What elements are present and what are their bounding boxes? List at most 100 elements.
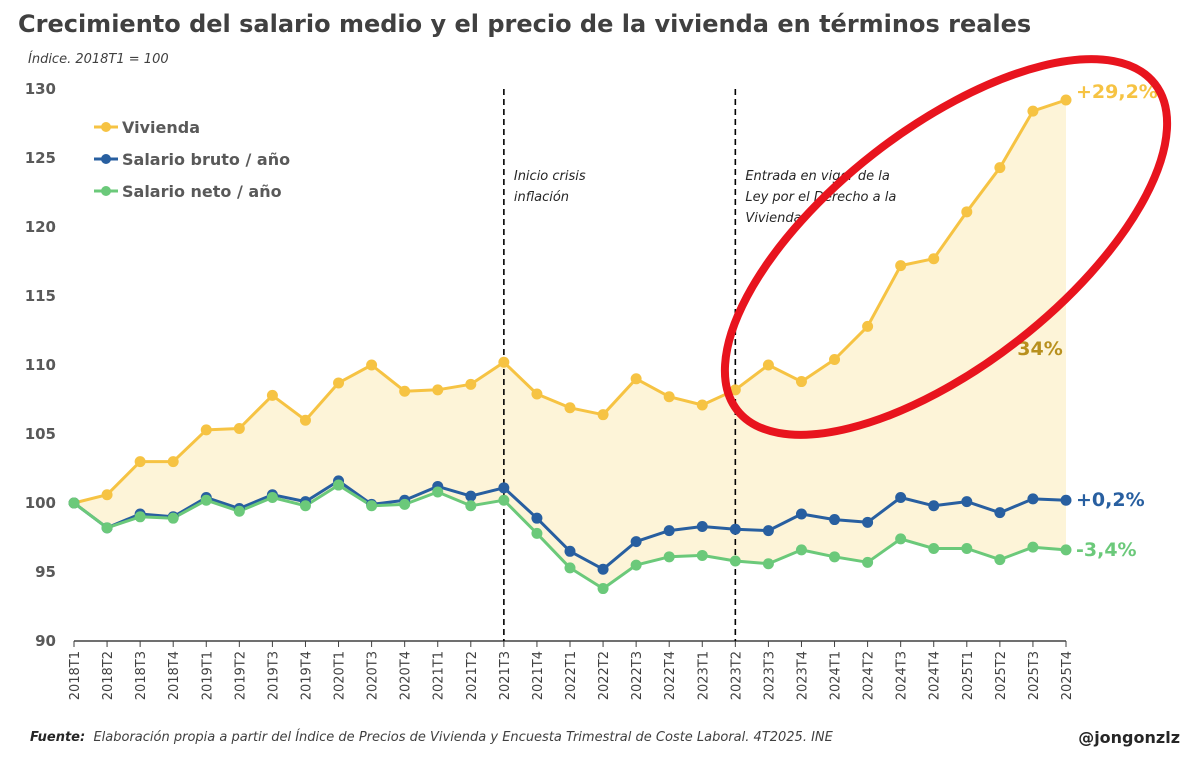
data-point [729, 555, 741, 567]
x-tick-label: 2025T1 [961, 651, 976, 700]
x-tick-label: 2025T3 [1027, 651, 1042, 700]
legend-label: Salario neto / año [122, 182, 282, 201]
x-tick-label: 2023T1 [696, 651, 711, 700]
x-tick-label: 2021T3 [498, 651, 513, 700]
data-point [233, 505, 245, 517]
y-tick-label: 110 [25, 356, 56, 374]
data-point [465, 378, 477, 390]
y-tick-label: 105 [25, 425, 56, 443]
data-point [630, 536, 642, 548]
data-point [696, 520, 708, 532]
data-point [101, 522, 113, 534]
data-point [498, 482, 510, 494]
gap-area [74, 100, 1066, 589]
event-annotation: Entrada en vigor de la [745, 169, 890, 184]
data-point [233, 422, 245, 434]
highlight-ellipse [720, 55, 1172, 439]
data-point [333, 377, 345, 389]
series-end-label: -3,4% [1076, 539, 1137, 561]
data-point [531, 512, 543, 524]
x-tick-label: 2022T2 [597, 651, 612, 700]
x-tick-label: 2024T4 [928, 651, 943, 700]
data-point [829, 551, 841, 563]
source-note: Fuente: Elaboración propia a partir del … [30, 730, 833, 745]
data-point [895, 260, 907, 272]
legend-label: Vivienda [122, 118, 200, 137]
x-tick-label: 2021T1 [432, 651, 447, 700]
data-point [961, 543, 973, 555]
data-point [1027, 493, 1039, 505]
author-handle: @jongonzlz [1078, 728, 1180, 747]
series-end-label: +29,2% [1076, 81, 1158, 103]
data-point [134, 456, 146, 468]
legend-marker [101, 154, 111, 164]
data-point [729, 384, 741, 396]
data-point [961, 206, 973, 218]
data-point [729, 523, 741, 535]
data-point [829, 514, 841, 526]
data-point [498, 494, 510, 506]
data-point [994, 507, 1006, 519]
x-tick-label: 2022T1 [564, 651, 579, 700]
data-point [597, 563, 609, 575]
x-tick-label: 2023T4 [795, 651, 810, 700]
event-annotation: Inicio crisis [514, 169, 586, 184]
data-point [663, 551, 675, 563]
data-point [167, 456, 179, 468]
data-point [862, 556, 874, 568]
data-point [696, 399, 708, 411]
y-tick-label: 95 [35, 563, 56, 581]
x-tick-label: 2020T3 [366, 651, 381, 700]
data-point [299, 500, 311, 512]
data-point [200, 494, 212, 506]
y-tick-label: 120 [25, 218, 56, 236]
data-point [928, 253, 940, 265]
x-tick-label: 2022T3 [630, 651, 645, 700]
data-point [597, 583, 609, 595]
x-tick-label: 2024T2 [862, 651, 877, 700]
chart-subtitle: Índice. 2018T1 = 100 [28, 52, 169, 67]
x-tick-label: 2025T2 [994, 651, 1009, 700]
data-point [630, 559, 642, 571]
data-point [1060, 544, 1072, 556]
legend-label: Salario bruto / año [122, 150, 290, 169]
data-point [399, 385, 411, 397]
x-tick-label: 2021T2 [465, 651, 480, 700]
x-tick-label: 2025T4 [1060, 651, 1075, 700]
data-point [1060, 94, 1072, 106]
data-point [762, 558, 774, 570]
data-point [564, 402, 576, 414]
data-point [465, 490, 477, 502]
data-point [266, 491, 278, 503]
x-tick-label: 2023T3 [762, 651, 777, 700]
x-tick-label: 2022T4 [663, 651, 678, 700]
data-point [200, 424, 212, 436]
data-point [762, 359, 774, 371]
data-point [928, 500, 940, 512]
x-tick-label: 2020T1 [333, 651, 348, 700]
data-point [498, 356, 510, 368]
data-point [994, 162, 1006, 174]
data-point [564, 562, 576, 574]
source-text: Elaboración propia a partir del Índice d… [93, 730, 833, 745]
data-point [399, 498, 411, 510]
data-point [432, 486, 444, 498]
x-tick-label: 2019T2 [233, 651, 248, 700]
data-point [961, 496, 973, 508]
x-tick-label: 2018T4 [167, 651, 182, 700]
event-annotation: inflación [514, 190, 569, 205]
data-point [795, 376, 807, 388]
x-tick-label: 2024T3 [895, 651, 910, 700]
chart-title: Crecimiento del salario medio y el preci… [18, 10, 1032, 38]
x-tick-label: 2018T3 [134, 651, 149, 700]
data-point [333, 479, 345, 491]
x-tick-label: 2021T4 [531, 651, 546, 700]
y-tick-label: 90 [35, 632, 56, 650]
x-tick-label: 2019T3 [266, 651, 281, 700]
data-point [531, 527, 543, 539]
data-point [465, 500, 477, 512]
data-point [928, 543, 940, 555]
y-tick-label: 130 [25, 80, 56, 98]
data-point [68, 497, 80, 509]
